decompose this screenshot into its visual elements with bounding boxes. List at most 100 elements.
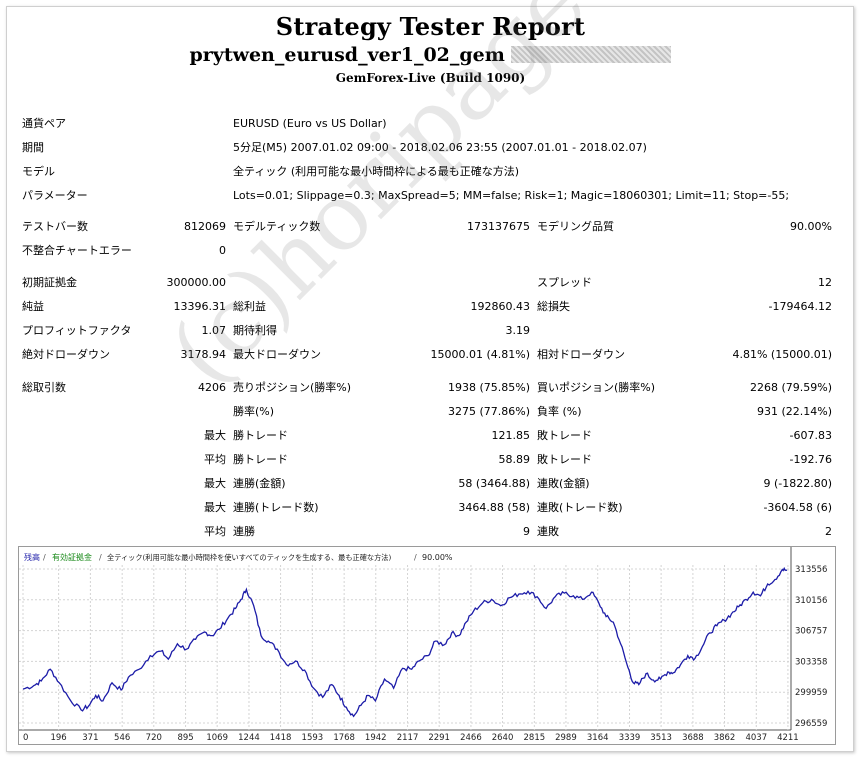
cons-losses-value: 9 (-1822.80)	[763, 477, 832, 490]
deposit-label: 初期証拠金	[22, 276, 77, 289]
max-label-1: 最大	[204, 429, 226, 442]
x-tick-label: 2989	[555, 733, 577, 743]
avg-label-2: 平均	[204, 525, 226, 538]
quality-value: 90.00%	[790, 220, 832, 233]
ticks-label: モデルティック数	[233, 220, 321, 233]
x-tick-label: 4037	[745, 733, 767, 743]
win-rate-label: 勝率(%)	[233, 405, 275, 418]
params-value: Lots=0.01; Slippage=0.3; MaxSpread=5; MM…	[233, 189, 790, 202]
cons-profit-value: 3464.88 (58)	[458, 501, 530, 514]
short-value: 1938 (75.85%)	[447, 381, 530, 394]
max-dd-label: 最大ドローダウン	[233, 348, 321, 361]
cons-wins-value: 58 (3464.88)	[458, 477, 530, 490]
x-tick-label: 1768	[333, 733, 355, 743]
x-tick-label: 4211	[777, 733, 799, 743]
mismatch-label: 不整合チャートエラー	[22, 244, 132, 257]
pf-label: プロフィットファクタ	[22, 324, 132, 337]
x-tick-label: 371	[82, 733, 98, 743]
gross-loss-label: 総損失	[537, 300, 570, 313]
legend-quality: 90.00%	[422, 553, 453, 562]
x-tick-label: 2815	[524, 733, 546, 743]
loss-rate-label: 負率 (%)	[537, 405, 582, 418]
y-tick-label: 313556	[795, 565, 827, 575]
gross-profit-value: 192860.43	[470, 300, 531, 313]
abs-dd-value: 3178.94	[180, 348, 227, 361]
bars-label: テストバー数	[22, 220, 88, 233]
legend-model: 全ティック(利用可能な最小時間枠を使いすべてのティックを生成する、最も正確な方法…	[107, 553, 391, 562]
x-tick-label: 1244	[238, 733, 260, 743]
long-value: 2268 (79.59%)	[749, 381, 832, 394]
avg-win-value: 58.89	[498, 453, 531, 466]
balance-chart: 残高 / 有効証拠金 / 全ティック(利用可能な最小時間枠を使いすべてのティック…	[18, 546, 836, 745]
largest-loss-label: 敗トレード	[537, 429, 592, 442]
mismatch-value: 0	[219, 244, 226, 257]
max-label-3: 最大	[204, 501, 226, 514]
legend-sep-1: /	[43, 553, 46, 562]
x-tick-label: 546	[114, 733, 130, 743]
x-tick-label: 3339	[619, 733, 641, 743]
x-tick-label: 2117	[397, 733, 419, 743]
ticks-value: 173137675	[467, 220, 530, 233]
cons-loss-label: 連敗(トレード数)	[537, 501, 623, 514]
strategy-name-text: prytwen_eurusd_ver1_02_gem	[189, 44, 505, 66]
x-tick-label: 0	[23, 733, 28, 743]
period-value: 5分足(M5) 2007.01.02 09:00 - 2018.02.06 23…	[233, 141, 647, 154]
broker-build: GemForex-Live (Build 1090)	[335, 71, 526, 85]
x-tick-label: 3688	[682, 733, 704, 743]
spread-value: 12	[818, 276, 832, 289]
chart-ticks: 313556 310156 306757 303358 299959 296559 0 196…	[23, 565, 827, 743]
x-tick-label: 1418	[270, 733, 292, 743]
gross-loss-value: -179464.12	[768, 300, 832, 313]
y-tick-label: 310156	[795, 596, 827, 606]
strategy-name: prytwen_eurusd_ver1_02_gem	[0, 44, 861, 66]
net-value: 13396.31	[173, 300, 227, 313]
cons-profit-label: 連勝(トレード数)	[233, 501, 319, 514]
deposit-value: 300000.00	[166, 276, 227, 289]
balance-chart-svg: 残高 / 有効証拠金 / 全ティック(利用可能な最小時間枠を使いすべてのティック…	[19, 547, 827, 743]
loss-rate-value: 931 (22.14%)	[756, 405, 832, 418]
spread-label: スプレッド	[537, 276, 592, 289]
x-tick-label: 1069	[206, 733, 228, 743]
rel-dd-label: 相対ドローダウン	[537, 348, 625, 361]
y-tick-label: 306757	[795, 627, 827, 637]
x-tick-label: 2640	[492, 733, 514, 743]
bars-value: 812069	[184, 220, 226, 233]
legend-balance: 残高	[24, 552, 40, 562]
pair-value: EURUSD (Euro vs US Dollar)	[233, 117, 387, 130]
x-tick-label: 3862	[714, 733, 736, 743]
avg-cons-wins-label: 連勝	[233, 525, 255, 538]
gross-profit-label: 総利益	[233, 300, 266, 313]
x-tick-label: 1593	[302, 733, 324, 743]
total-value: 4206	[198, 381, 226, 394]
model-value: 全ティック (利用可能な最小時間枠による最も正確な方法)	[233, 165, 520, 178]
x-tick-label: 3164	[587, 733, 609, 743]
x-tick-label: 196	[50, 733, 66, 743]
long-label: 買いポジション(勝率%)	[537, 381, 656, 394]
pair-label: 通貨ペア	[22, 117, 66, 130]
avg-win-label: 勝トレード	[233, 453, 288, 466]
legend-equity: 有効証拠金	[52, 552, 92, 562]
quality-label: モデリング品質	[537, 220, 614, 233]
avg-loss-label: 敗トレード	[537, 453, 592, 466]
chart-grid	[19, 565, 791, 730]
largest-win-value: 121.85	[491, 429, 531, 442]
cons-losses-label: 連敗(金額)	[537, 477, 590, 490]
x-tick-label: 1942	[365, 733, 387, 743]
payoff-label: 期待利得	[233, 324, 277, 337]
net-label: 純益	[22, 300, 44, 313]
period-label: 期間	[22, 141, 44, 154]
avg-cons-wins-value: 9	[523, 525, 530, 538]
x-tick-label: 2291	[428, 733, 450, 743]
y-tick-label: 303358	[795, 657, 827, 667]
x-tick-label: 895	[177, 733, 193, 743]
cons-loss-value: -3604.58 (6)	[763, 501, 832, 514]
model-label: モデル	[22, 165, 55, 178]
short-label: 売りポジション(勝率%)	[233, 381, 352, 394]
max-label-2: 最大	[204, 477, 226, 490]
x-tick-label: 2466	[460, 733, 482, 743]
abs-dd-label: 絶対ドローダウン	[22, 348, 110, 361]
redacted-block	[511, 46, 672, 63]
cons-wins-label: 連勝(金額)	[233, 477, 286, 490]
legend-sep-3: /	[414, 553, 417, 562]
win-rate-value: 3275 (77.86%)	[447, 405, 530, 418]
